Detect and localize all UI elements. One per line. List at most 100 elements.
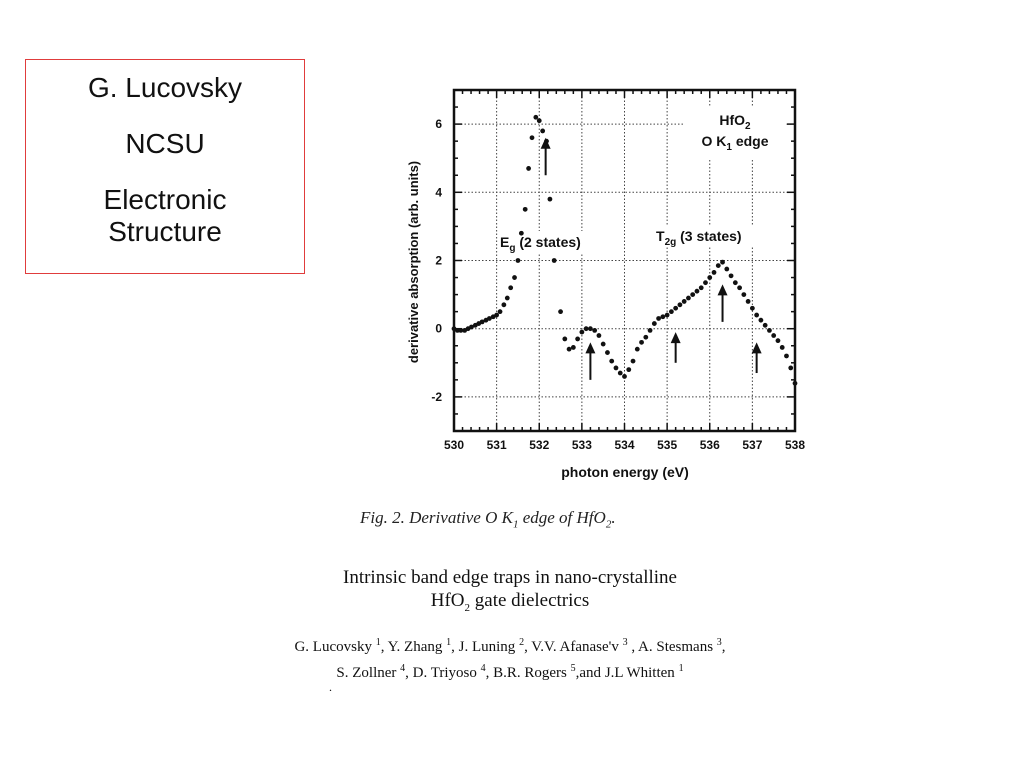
- data-point: [630, 358, 636, 364]
- authors-line-2: S. Zollner 4, D. Triyoso 4, B.R. Rogers …: [336, 663, 684, 681]
- data-point: [634, 346, 640, 352]
- data-point: [647, 328, 653, 333]
- data-point: [758, 317, 764, 323]
- data-point: [767, 328, 772, 333]
- data-point: [681, 299, 687, 304]
- data-point: [515, 258, 521, 263]
- data-point: [617, 370, 623, 376]
- legend-title: HfO2: [719, 112, 751, 132]
- derivative-absorption-chart: 530 531 532 533 534 535 536 537 538 -2 0 2 4 6 photo…: [406, 88, 805, 480]
- data-point: [455, 328, 460, 333]
- data-point: [668, 309, 674, 315]
- data-point: [522, 206, 528, 212]
- data-point: [479, 319, 485, 325]
- x-tick-label: 530: [444, 438, 464, 452]
- axis-ticks: [453, 89, 796, 432]
- data-point: [754, 312, 760, 318]
- data-point: [737, 285, 742, 291]
- data-point: [643, 334, 649, 340]
- paper-title: Intrinsic band edge traps in nano-crysta…: [260, 566, 760, 620]
- data-point: [656, 316, 661, 321]
- data-point: [551, 258, 557, 263]
- data-point: [575, 336, 581, 342]
- data-point: [469, 324, 474, 330]
- data-point: [732, 280, 738, 286]
- data-point: [703, 280, 708, 286]
- institution: NCSU: [125, 128, 205, 159]
- legend-background: [685, 107, 785, 159]
- data-point: [651, 321, 657, 326]
- info-box: G. Lucovsky NCSU Electronic Structure: [25, 59, 305, 274]
- data-point: [720, 259, 725, 265]
- title-line-2: HfO2 gate dielectrics: [430, 590, 590, 614]
- data-point: [536, 118, 542, 124]
- state-arrows: [540, 137, 762, 380]
- data-point: [504, 295, 510, 301]
- x-tick-label: 532: [529, 438, 549, 452]
- x-tick-label: 538: [785, 438, 805, 452]
- data-point: [622, 374, 627, 379]
- data-point: [592, 328, 598, 333]
- authors-line-1: G. Lucovsky 1, Y. Zhang 1, J. Luning 2, …: [294, 637, 726, 655]
- data-point: [775, 338, 781, 344]
- data-point: [779, 345, 785, 350]
- data-point: [639, 339, 644, 345]
- eg-annotation: Eg (2 states): [500, 234, 581, 254]
- data-point: [501, 302, 507, 308]
- topic-line-1: Electronic: [103, 184, 227, 215]
- x-tick-label: 533: [572, 438, 592, 452]
- data-point: [526, 166, 531, 171]
- x-axis-label: photon energy (eV): [561, 464, 689, 480]
- data-point: [583, 326, 589, 332]
- data-point: [724, 266, 730, 272]
- y-tick-label: 2: [435, 254, 442, 268]
- data-point: [497, 309, 503, 315]
- y-tick-label: 6: [435, 117, 442, 131]
- data-point: [698, 285, 704, 291]
- data-point: [579, 329, 585, 335]
- y-axis-label: derivative absorption (arb. units): [406, 161, 421, 363]
- data-point: [771, 333, 777, 338]
- data-point: [508, 285, 514, 291]
- data-point: [673, 305, 679, 311]
- t2g-label-background: [654, 225, 770, 247]
- data-point: [694, 288, 700, 294]
- data-point: [512, 275, 517, 280]
- data-point: [690, 292, 696, 297]
- data-point: [677, 302, 683, 308]
- data-point: [745, 299, 751, 304]
- data-point: [529, 135, 535, 141]
- data-point: [558, 309, 563, 315]
- data-point: [707, 275, 713, 280]
- data-point: [686, 295, 691, 301]
- y-tick-labels: -2 0 2 4 6: [431, 117, 442, 404]
- data-point: [540, 128, 546, 134]
- figure-caption: Fig. 2. Derivative O K1 edge of HfO2.: [360, 508, 616, 531]
- arrow-head: [717, 284, 728, 296]
- x-tick-label: 537: [742, 438, 762, 452]
- x-tick-label: 536: [700, 438, 720, 452]
- arrow-head: [751, 342, 762, 354]
- data-point: [792, 380, 798, 386]
- data-point: [784, 353, 789, 359]
- data-point: [570, 345, 576, 350]
- data-point: [728, 273, 734, 279]
- data-point: [613, 365, 619, 371]
- data-point: [588, 326, 593, 332]
- data-point: [762, 322, 768, 328]
- title-line-1: Intrinsic band edge traps in nano-crysta…: [343, 567, 677, 588]
- y-tick-label: 4: [435, 185, 442, 199]
- x-tick-labels: 530 531 532 533 534 535 536 537 538: [444, 438, 805, 452]
- stray-mark: .: [329, 680, 332, 694]
- author-name: G. Lucovsky: [87, 72, 243, 103]
- data-point: [660, 314, 666, 320]
- data-point: [600, 341, 606, 347]
- data-point: [741, 292, 747, 297]
- data-point: [711, 270, 717, 275]
- data-point: [486, 316, 492, 321]
- x-tick-label: 534: [614, 438, 634, 452]
- arrow-head: [670, 332, 681, 344]
- t2g-annotation: T2g (3 states): [656, 228, 742, 248]
- data-point: [664, 312, 670, 318]
- eg-label-background: [498, 231, 608, 253]
